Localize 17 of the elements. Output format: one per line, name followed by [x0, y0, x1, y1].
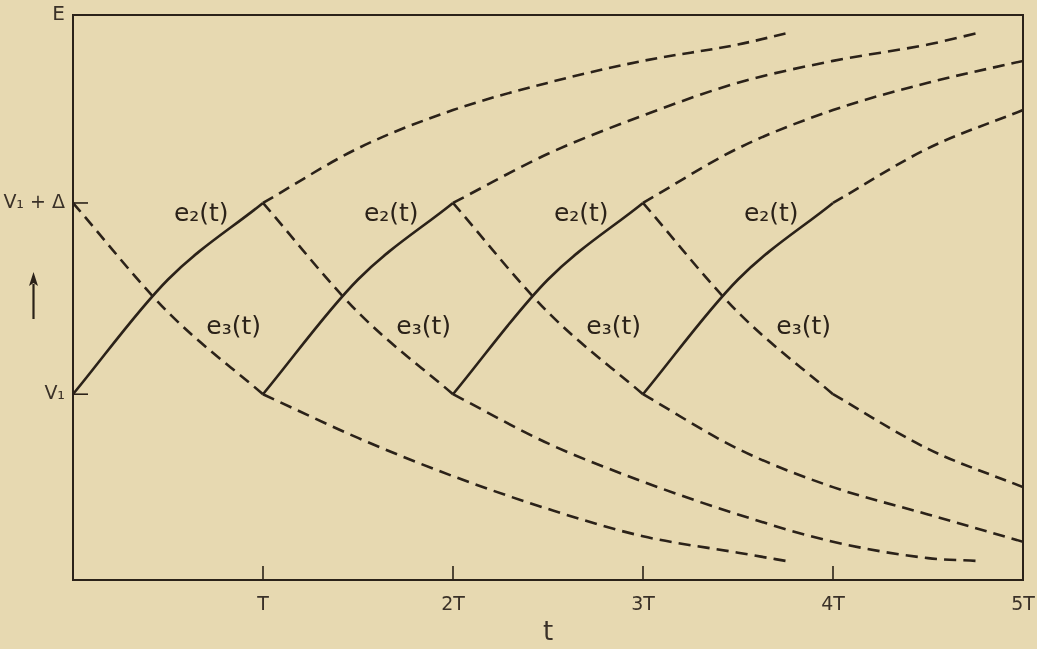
- x-tick-label: 3T: [631, 592, 656, 615]
- series-label: e₂(t): [743, 197, 799, 227]
- x-tick-label: 5T: [1011, 592, 1036, 615]
- series-label: e₂(t): [173, 197, 229, 227]
- series-label: e₂(t): [553, 197, 609, 227]
- x-axis-title: t: [542, 616, 554, 647]
- series-label: e₃(t): [776, 310, 832, 340]
- x-tick-label: 2T: [441, 592, 466, 615]
- series-label: e₂(t): [363, 197, 419, 227]
- x-tick-label: 4T: [821, 592, 846, 615]
- series-label: e₃(t): [206, 310, 262, 340]
- series-label: e₃(t): [586, 310, 642, 340]
- annotation: V₁: [44, 381, 65, 404]
- y-axis-title: E: [52, 1, 65, 26]
- series-label: e₃(t): [396, 310, 452, 340]
- x-tick-label: T: [256, 592, 270, 615]
- annotation: V₁ + Δ: [3, 189, 65, 212]
